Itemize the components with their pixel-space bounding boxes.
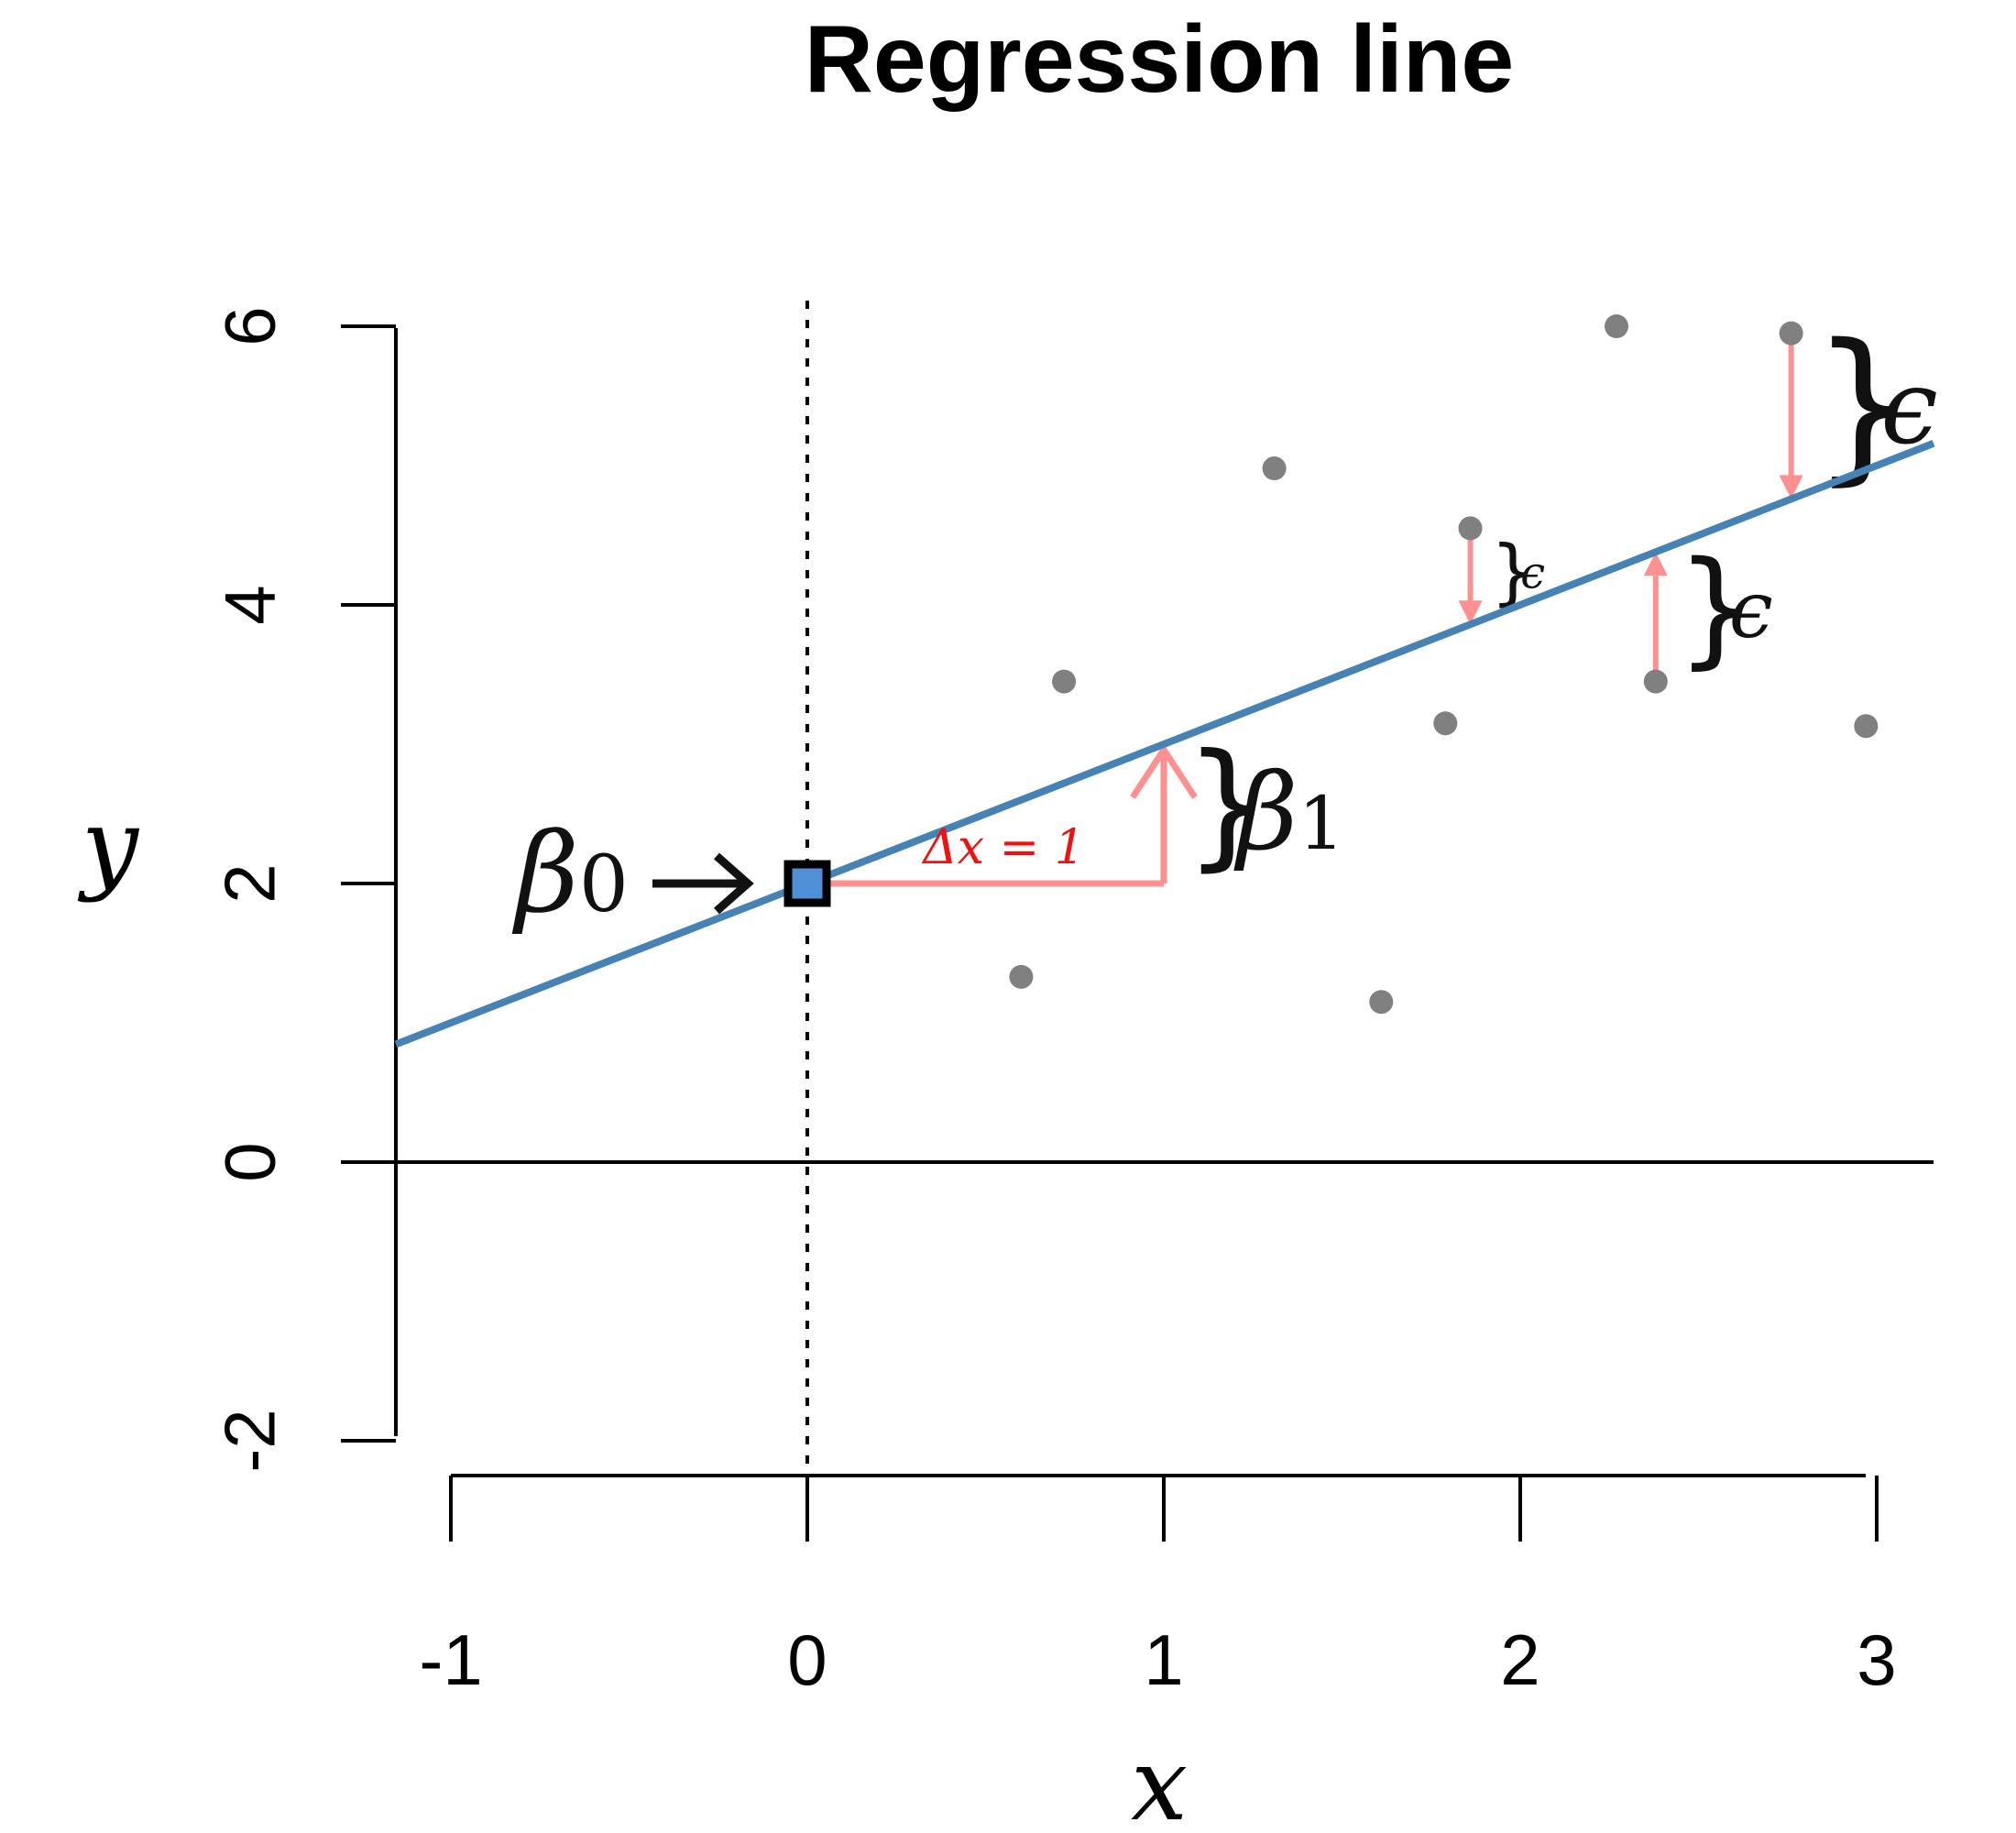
x-tick-label--1: -1 [419, 1619, 482, 1700]
residual-arrowhead-1 [1643, 552, 1668, 576]
y-axis-label: y [77, 786, 140, 904]
y-tick-label--2: -2 [209, 1409, 290, 1472]
y-tick-label-4: 4 [209, 585, 290, 624]
residual-epsilon-0: ϵ [1520, 547, 1545, 598]
data-point-4 [1433, 711, 1458, 736]
beta0-label: β0 [512, 810, 629, 938]
y-tick-label-0: 0 [209, 1142, 290, 1181]
x-axis-label: x [1131, 1726, 1188, 1833]
x-tick-label-0: 0 [787, 1619, 827, 1700]
beta0-subscript: 0 [579, 840, 629, 930]
axes: -2 0 2 4 6 -1 0 1 2 3 [209, 306, 1896, 1700]
y-ticks: -2 0 2 4 6 [209, 306, 396, 1473]
data-point-2 [1262, 456, 1287, 481]
x-tick-label-1: 1 [1144, 1619, 1183, 1700]
chart-title: Regression line [805, 6, 1514, 113]
x-tick-label-3: 3 [1857, 1619, 1896, 1700]
delta-x-label: Δx = 1 [921, 820, 1085, 875]
beta1-label: β1 [1233, 752, 1344, 874]
beta0-symbol: β [512, 810, 579, 938]
data-point-7 [1643, 669, 1668, 694]
data-point-6 [1605, 314, 1629, 338]
data-point-1 [1052, 669, 1077, 694]
residual-arrowhead-2 [1779, 475, 1803, 499]
beta0-arrow-head [714, 852, 754, 915]
data-point-9 [1854, 714, 1879, 739]
residual-arrows: }ϵ}ϵ}ϵ [1458, 309, 1938, 682]
y-tick-label-2: 2 [209, 863, 290, 903]
beta1-subscript: 1 [1298, 781, 1344, 866]
data-point-8 [1779, 321, 1803, 346]
annotations: β0 Δx = 1 }β1 [512, 725, 1345, 938]
x-tick-label-2: 2 [1500, 1619, 1539, 1700]
beta1-symbol: β [1233, 752, 1298, 874]
residual-epsilon-1: ϵ [1729, 565, 1773, 656]
data-point-5 [1458, 516, 1483, 541]
residual-brace-1: } [1676, 534, 1757, 682]
x-ticks: -1 0 1 2 3 [419, 1476, 1897, 1700]
beta0-arrow [652, 852, 754, 915]
y-tick-label-6: 6 [209, 306, 290, 346]
data-point-0 [1009, 964, 1034, 989]
residual-arrowhead-0 [1458, 600, 1483, 625]
delta-y-arrowhead [1130, 743, 1198, 799]
regression-line [394, 440, 1935, 1048]
data-points [1009, 314, 1879, 1015]
slope-guide [807, 743, 1198, 887]
data-point-3 [1369, 990, 1394, 1015]
intercept-marker [783, 860, 831, 907]
beta1-brace: } [1184, 725, 1271, 884]
beta1-annotation: }β1 [1184, 725, 1344, 884]
